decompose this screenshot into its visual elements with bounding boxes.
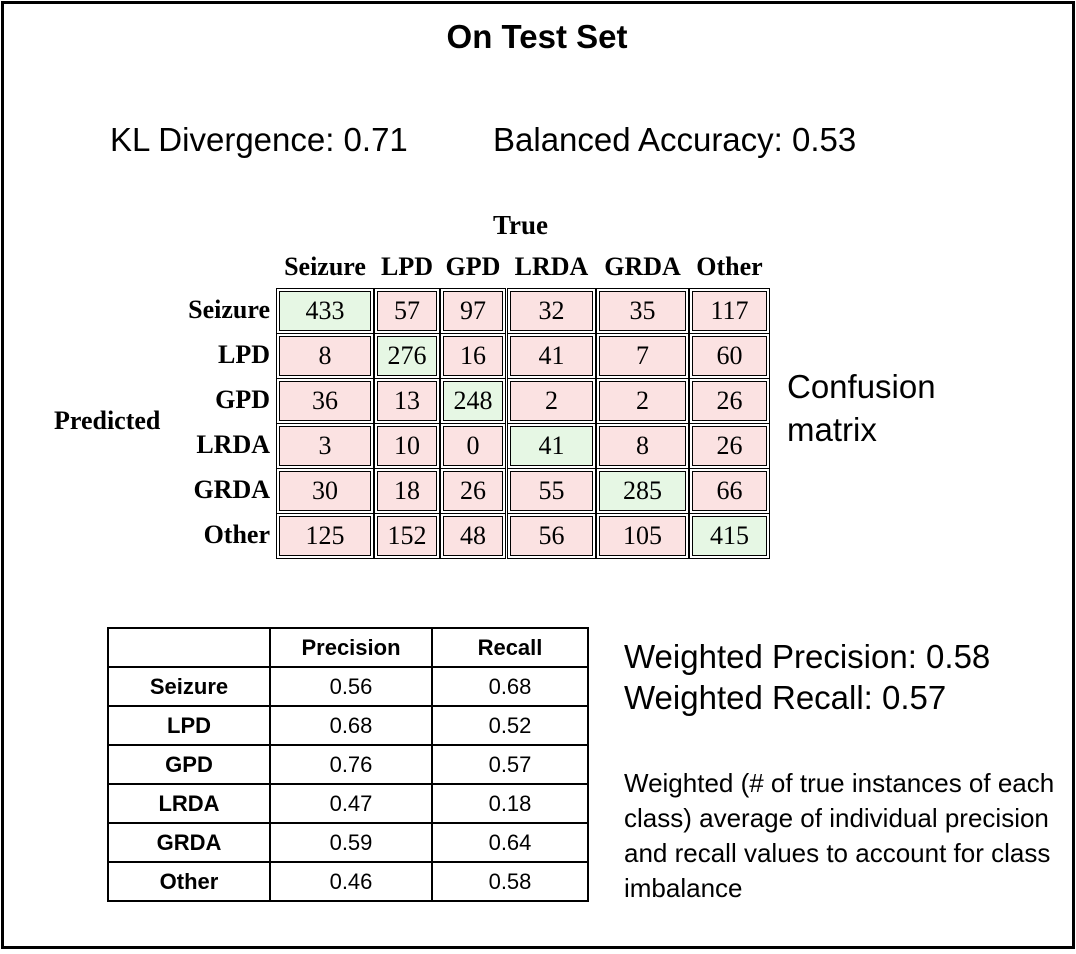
confusion-matrix-cell: 18	[374, 468, 440, 514]
row-label: GPD	[107, 744, 271, 785]
recall-value: 0.58	[431, 861, 589, 902]
true-class-header-lrda: LRDA	[514, 252, 589, 281]
table-header-precision: Precision	[269, 627, 433, 668]
predicted-axis-label: Predicted	[54, 406, 161, 435]
table-header-empty	[107, 627, 271, 668]
precision-value: 0.76	[269, 744, 433, 785]
confusion-matrix-cell: 2	[507, 378, 596, 424]
true-axis-label: True	[493, 210, 548, 240]
confusion-matrix-cell: 415	[689, 513, 770, 559]
precision-value: 0.47	[269, 783, 433, 824]
caption-line: Confusion	[787, 368, 936, 405]
confusion-matrix-cell: 26	[689, 423, 770, 469]
confusion-matrix-cell: 55	[507, 468, 596, 514]
kl-divergence-metric: KL Divergence: 0.71	[110, 121, 408, 158]
confusion-matrix-cell: 60	[689, 333, 770, 379]
confusion-matrix-cell: 36	[276, 378, 374, 424]
precision-value: 0.46	[269, 861, 433, 902]
recall-value: 0.68	[431, 666, 589, 707]
confusion-matrix-cell: 26	[440, 468, 506, 514]
table-row: Other 0.46 0.58	[107, 861, 589, 902]
confusion-matrix-cell: 97	[440, 288, 506, 334]
row-label: LPD	[107, 705, 271, 746]
confusion-matrix-cell: 3	[276, 423, 374, 469]
confusion-matrix-cell: 152	[374, 513, 440, 559]
confusion-matrix-cell: 66	[689, 468, 770, 514]
page-title: On Test Set	[446, 18, 628, 55]
confusion-matrix-cell: 32	[507, 288, 596, 334]
predicted-class-header-seizure: Seizure	[188, 295, 270, 324]
true-class-header-other: Other	[696, 252, 763, 281]
precision-value: 0.56	[269, 666, 433, 707]
weighted-recall: Weighted Recall: 0.57	[624, 679, 947, 716]
confusion-matrix-cell: 57	[374, 288, 440, 334]
confusion-matrix-cell: 8	[276, 333, 374, 379]
predicted-class-header-lrda: LRDA	[196, 430, 270, 459]
confusion-matrix-cell: 285	[596, 468, 689, 514]
confusion-matrix-cell: 41	[507, 333, 596, 379]
confusion-matrix-cell: 433	[276, 288, 374, 334]
precision-recall-table: Precision Recall Seizure 0.56 0.68 LPD 0.68 0…	[107, 627, 589, 902]
confusion-matrix-cell: 8	[596, 423, 689, 469]
recall-value: 0.64	[431, 822, 589, 863]
table-header-row: Precision Recall	[107, 627, 589, 668]
table-header-recall: Recall	[431, 627, 589, 668]
predicted-class-header-other: Other	[203, 520, 270, 549]
confusion-matrix-cell: 35	[596, 288, 689, 334]
recall-value: 0.57	[431, 744, 589, 785]
true-class-header-lpd: LPD	[381, 252, 433, 281]
table-row: Seizure 0.56 0.68	[107, 666, 589, 707]
row-label: LRDA	[107, 783, 271, 824]
confusion-matrix-cell: 125	[276, 513, 374, 559]
balanced-accuracy-metric: Balanced Accuracy: 0.53	[493, 121, 857, 158]
confusion-matrix-cell: 41	[507, 423, 596, 469]
confusion-matrix-cell: 10	[374, 423, 440, 469]
table-row: LPD 0.68 0.52	[107, 705, 589, 746]
true-class-header-grda: GRDA	[604, 252, 681, 281]
confusion-matrix-cell: 0	[440, 423, 506, 469]
confusion-matrix-cell: 48	[440, 513, 506, 559]
confusion-matrix-cell: 2	[596, 378, 689, 424]
confusion-matrix-cell: 26	[689, 378, 770, 424]
table-row: GPD 0.76 0.57	[107, 744, 589, 785]
predicted-class-header-grda: GRDA	[193, 475, 270, 504]
confusion-matrix-cell: 248	[440, 378, 506, 424]
weighted-note: Weighted (# of true instances of each cl…	[624, 768, 1055, 903]
recall-value: 0.52	[431, 705, 589, 746]
precision-value: 0.59	[269, 822, 433, 863]
predicted-class-header-lpd: LPD	[218, 340, 270, 369]
predicted-class-header-gpd: GPD	[215, 385, 270, 414]
confusion-matrix-cell: 16	[440, 333, 506, 379]
recall-value: 0.18	[431, 783, 589, 824]
true-class-header-gpd: GPD	[445, 252, 501, 281]
weighted-precision: Weighted Precision: 0.58	[624, 638, 991, 675]
table-row: LRDA 0.47 0.18	[107, 783, 589, 824]
confusion-matrix-caption: Confusion matrix	[787, 365, 936, 451]
confusion-matrix-cell: 13	[374, 378, 440, 424]
confusion-matrix-cell: 105	[596, 513, 689, 559]
caption-line: matrix	[787, 411, 877, 448]
true-class-header-seizure: Seizure	[284, 252, 366, 281]
confusion-matrix-cell: 30	[276, 468, 374, 514]
confusion-matrix-cell: 7	[596, 333, 689, 379]
confusion-matrix-cell: 117	[689, 288, 770, 334]
confusion-matrix-cell: 276	[374, 333, 440, 379]
row-label: Seizure	[107, 666, 271, 707]
row-label: Other	[107, 861, 271, 902]
precision-value: 0.68	[269, 705, 433, 746]
row-label: GRDA	[107, 822, 271, 863]
confusion-matrix-cell: 56	[507, 513, 596, 559]
table-row: GRDA 0.59 0.64	[107, 822, 589, 863]
